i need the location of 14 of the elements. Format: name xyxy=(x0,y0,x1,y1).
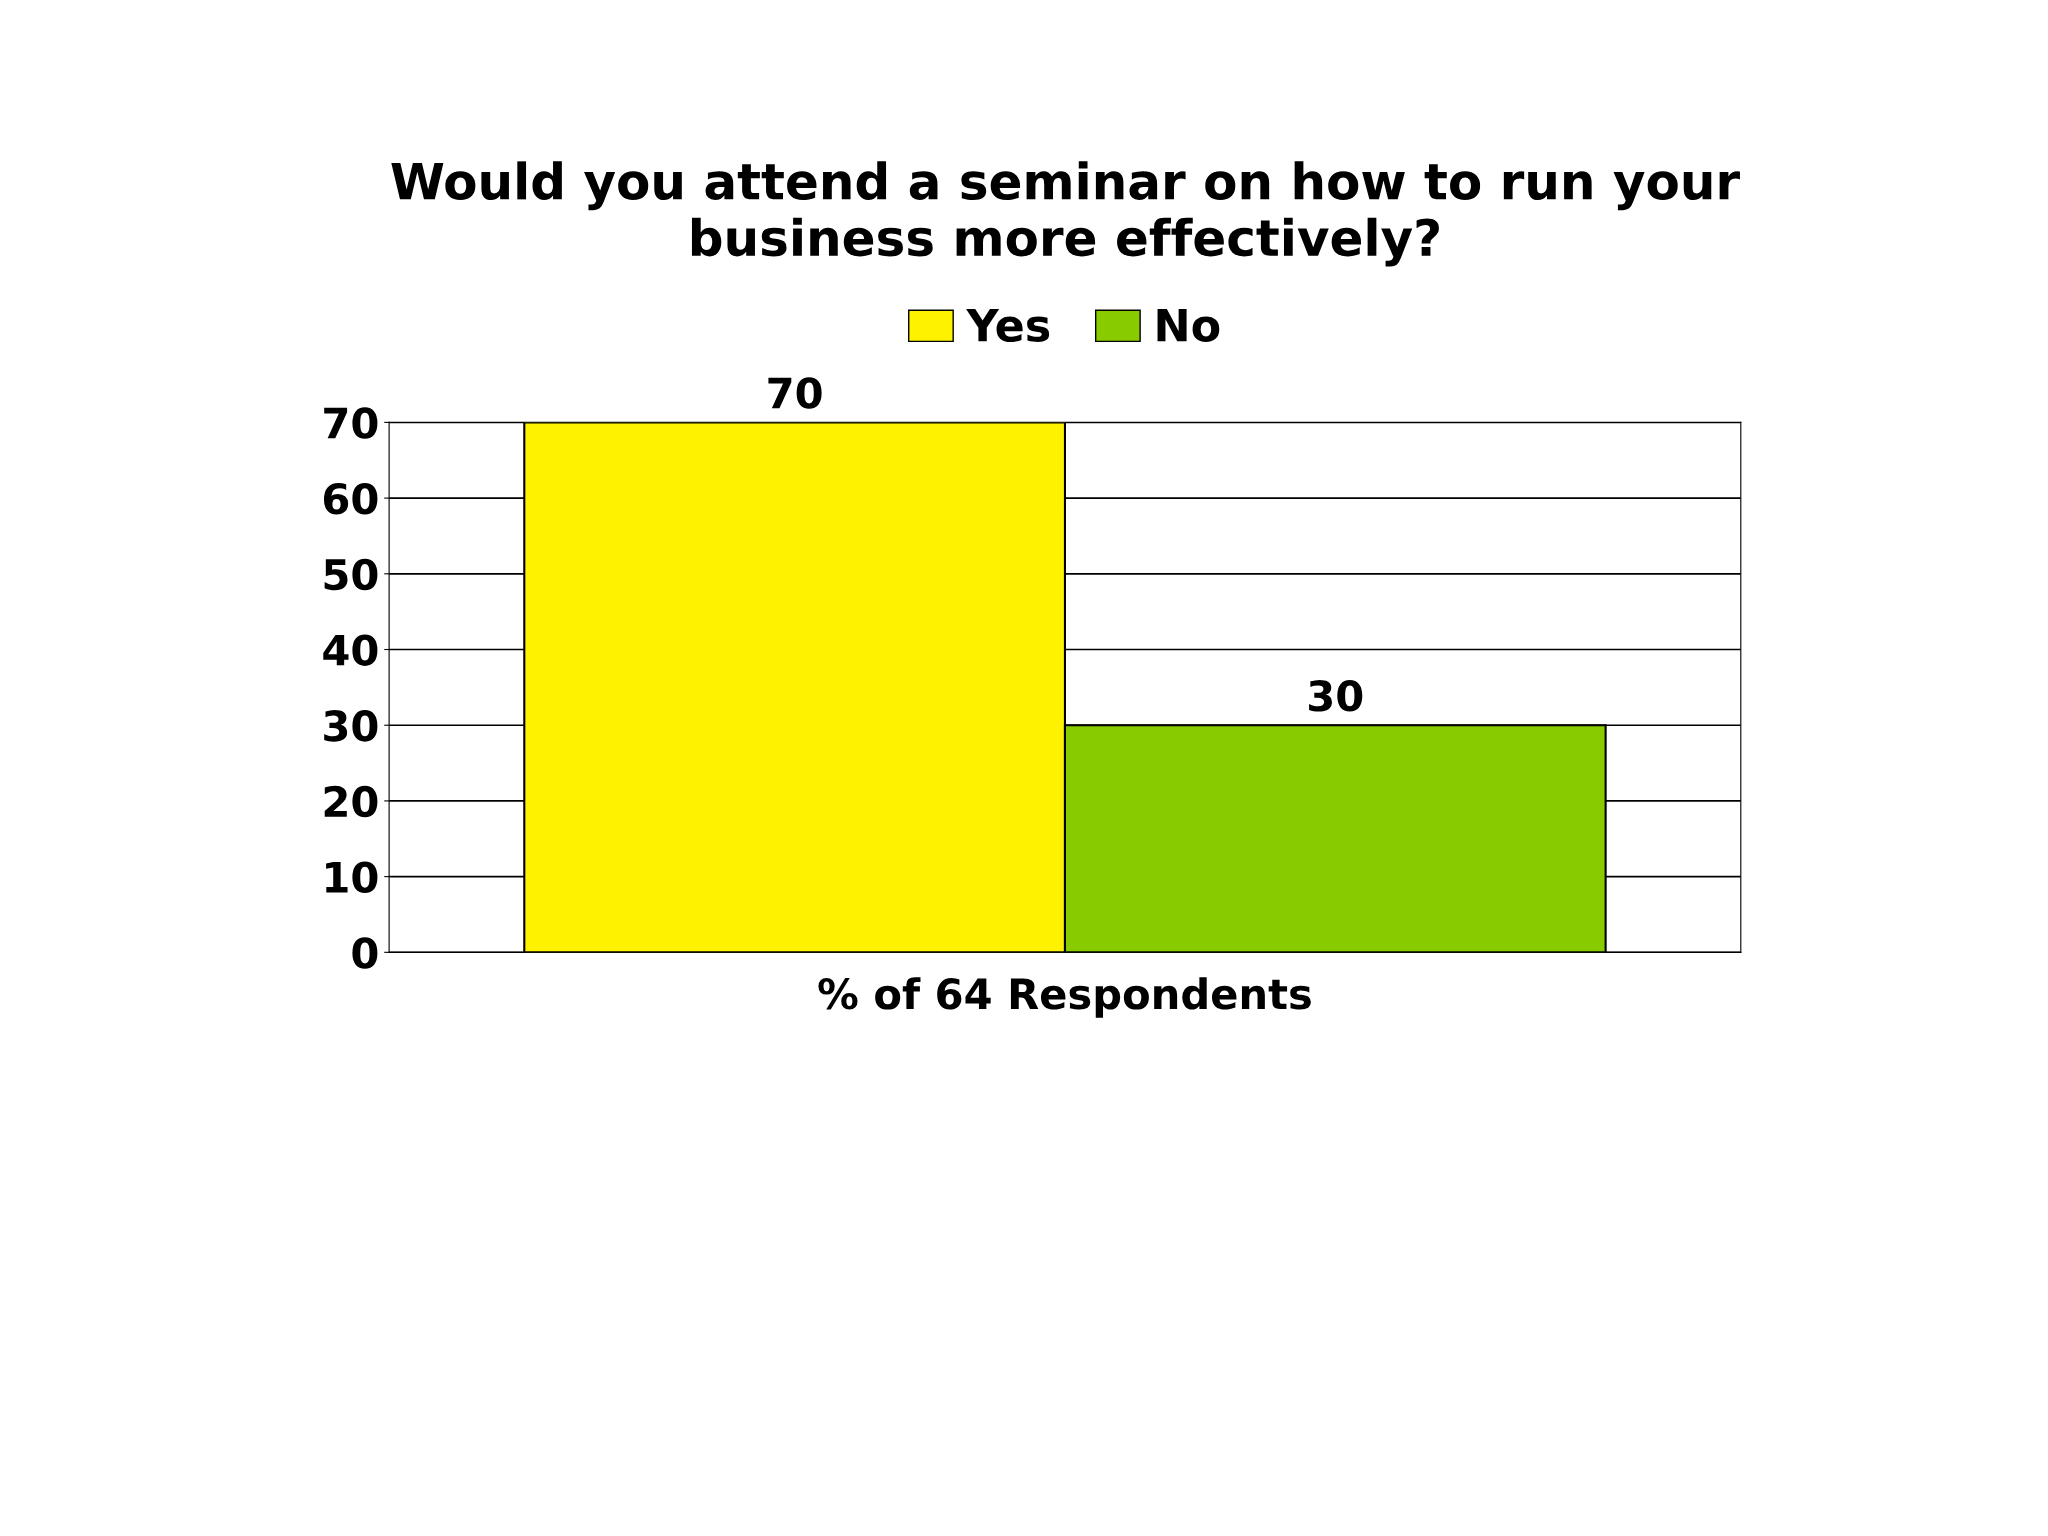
legend-label: No xyxy=(1157,308,1220,342)
y-tick-label: 60 xyxy=(324,483,378,515)
y-tick-label: 10 xyxy=(326,861,378,894)
y-tick-label: 20 xyxy=(324,785,378,818)
y-tick-label: 0 xyxy=(352,937,378,969)
data-label: 30 xyxy=(1309,680,1363,712)
x-tick-label: % of 64 Respondents xyxy=(818,977,1311,1018)
y-tick-label: 50 xyxy=(324,558,378,591)
y-tick-label: 40 xyxy=(323,634,378,666)
legend-label: Yes xyxy=(966,308,1050,342)
chart-title: Would you attend a seminar on how to run your business more effectively? xyxy=(391,161,1740,267)
y-tick-label: 70 xyxy=(324,407,378,439)
data-label: 70 xyxy=(768,377,822,409)
y-tick-label: 30 xyxy=(324,710,378,742)
